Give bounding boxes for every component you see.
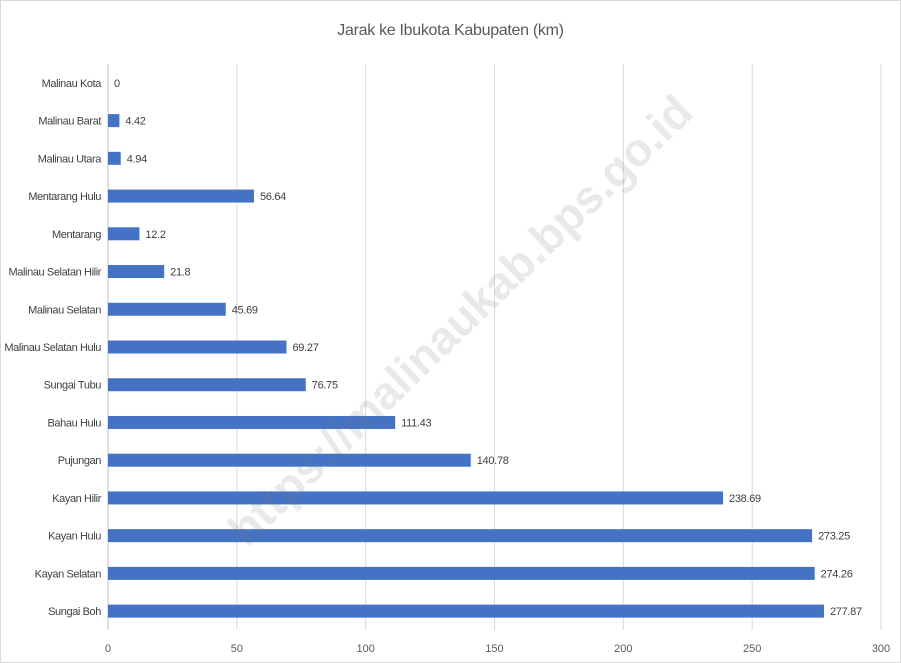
data-label: 140.78 — [477, 455, 509, 467]
bar-11 — [108, 491, 724, 505]
category-label: Sungai Tubu — [44, 380, 102, 392]
x-tick-label: 200 — [614, 643, 632, 655]
category-label: Malinau Kota — [42, 78, 103, 90]
bar-14 — [108, 604, 824, 618]
bar-9 — [108, 415, 396, 429]
bar-8 — [108, 378, 306, 392]
x-tick-label: 50 — [231, 643, 243, 655]
data-label: 69.27 — [292, 342, 318, 354]
x-tick-label: 150 — [485, 643, 503, 655]
data-label: 76.75 — [312, 380, 338, 392]
category-label: Malinau Barat — [38, 116, 101, 128]
category-label: Pujungan — [58, 455, 102, 467]
data-label: 56.64 — [260, 191, 286, 203]
bar-7 — [108, 340, 287, 354]
chart-title: Jarak ke Ibukota Kabupaten (km) — [337, 22, 564, 39]
bar-10 — [108, 453, 471, 467]
data-label: 273.25 — [818, 531, 850, 543]
bar-5 — [108, 265, 165, 279]
data-label: 4.42 — [125, 116, 145, 128]
category-label: Malinau Utara — [38, 153, 103, 165]
category-label: Kayan Selatan — [35, 568, 102, 580]
bar-13 — [108, 566, 815, 580]
data-label: 238.69 — [729, 493, 761, 505]
bar-12 — [108, 529, 813, 543]
data-label: 0 — [114, 78, 120, 90]
x-tick-label: 300 — [872, 643, 890, 655]
category-label: Mentarang Hulu — [28, 191, 101, 203]
category-label: Malinau Selatan Hilir — [9, 267, 102, 279]
bar-2 — [108, 151, 121, 165]
data-label: 274.26 — [821, 568, 853, 580]
category-label: Kayan Hilir — [52, 493, 102, 505]
bar-4 — [108, 227, 140, 241]
data-label: 45.69 — [232, 304, 258, 316]
data-label: 277.87 — [830, 606, 862, 618]
data-label: 4.94 — [127, 153, 147, 165]
category-label: Kayan Hulu — [48, 531, 101, 543]
category-label: Malinau Selatan — [28, 304, 101, 316]
category-label: Mentarang — [52, 229, 101, 241]
category-label: Bahau Hulu — [48, 417, 102, 429]
bar-6 — [108, 302, 226, 316]
x-tick-label: 250 — [743, 643, 761, 655]
data-label: 111.43 — [401, 417, 431, 429]
x-tick-label: 0 — [105, 643, 111, 655]
category-label: Sungai Boh — [48, 606, 101, 618]
data-label: 21.8 — [170, 267, 190, 279]
data-label: 12.2 — [145, 229, 165, 241]
x-tick-label: 100 — [356, 643, 374, 655]
bar-3 — [108, 189, 254, 203]
category-label: Malinau Selatan Hulu — [4, 342, 101, 354]
bar-1 — [108, 114, 120, 128]
